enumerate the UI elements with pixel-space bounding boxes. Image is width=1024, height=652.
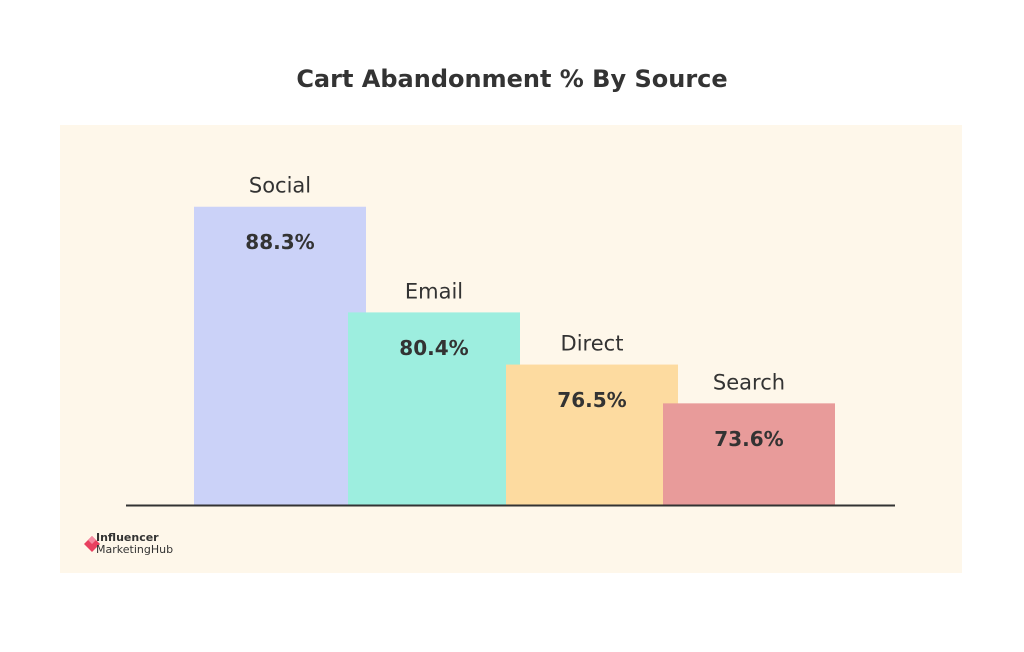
value-label: 73.6% xyxy=(714,427,783,451)
category-label: Email xyxy=(405,279,463,303)
logo-text: Influencer xyxy=(96,531,159,544)
category-label: Direct xyxy=(561,332,624,356)
bars: Social 88.3% Email 80.4% Direct 76.5% Search 73… xyxy=(194,174,835,506)
logo-text: MarketingHub xyxy=(96,543,173,556)
bar xyxy=(194,206,366,506)
category-label: Search xyxy=(713,370,785,394)
logo-icon-inner xyxy=(88,536,96,544)
bar xyxy=(506,364,678,505)
category-label: Social xyxy=(249,174,311,198)
value-label: 88.3% xyxy=(245,230,314,254)
value-label: 80.4% xyxy=(399,336,468,360)
logo: Influencer MarketingHub xyxy=(84,531,173,556)
bar xyxy=(663,403,835,505)
bar xyxy=(348,312,520,505)
value-label: 76.5% xyxy=(557,388,626,412)
chart-title: Cart Abandonment % By Source xyxy=(296,65,727,93)
